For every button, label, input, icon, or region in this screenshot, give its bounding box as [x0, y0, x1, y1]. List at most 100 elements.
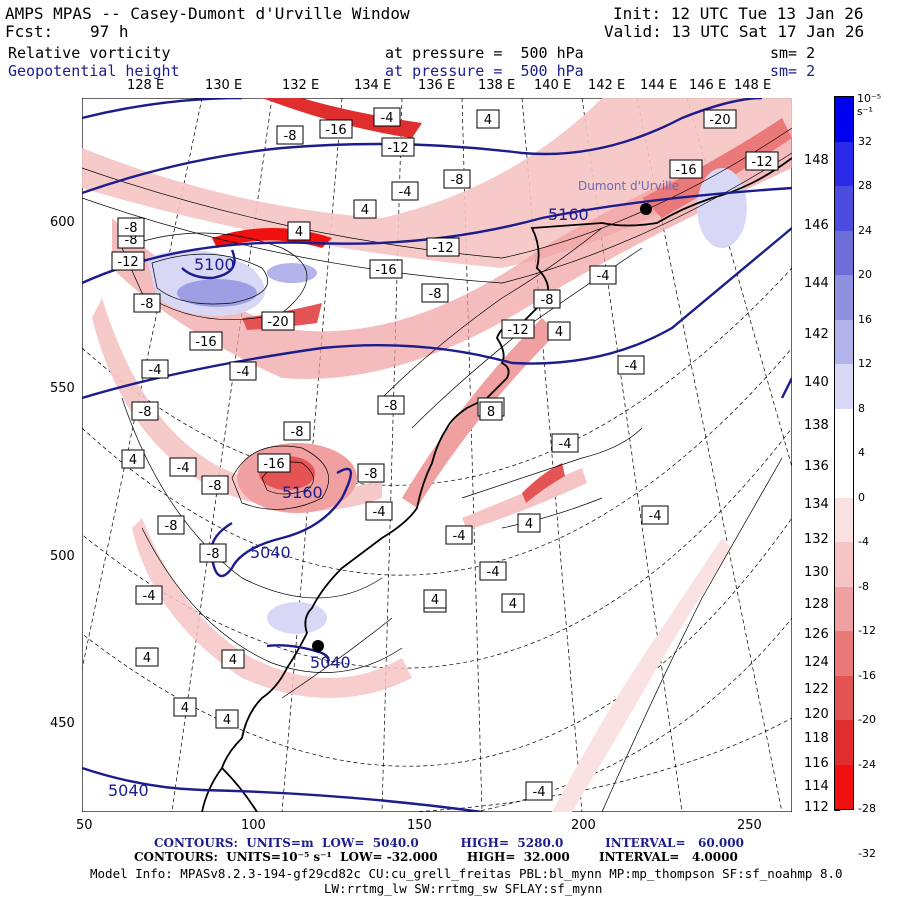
bottom-tick: 250: [737, 818, 762, 833]
colorbar-swatch: [835, 586, 853, 631]
vort-label-text: -16: [195, 335, 216, 350]
right-lon-label: 114 E: [804, 779, 842, 794]
negative-vorticity-shading: [147, 168, 747, 634]
vort-label: -12: [501, 319, 535, 339]
colorbar-label: 28: [858, 179, 872, 192]
left-tick: 550: [50, 381, 75, 396]
vort-label: 4: [173, 697, 197, 717]
left-tick: 600: [50, 215, 75, 230]
colorbar-swatch: [835, 97, 853, 142]
vort-label: -4: [641, 505, 669, 525]
vort-label: -20: [261, 311, 295, 331]
vort-label: -8: [117, 217, 145, 237]
right-lon-label: 138 E: [804, 418, 842, 433]
vort-label: -4: [551, 433, 579, 453]
vort-label-text: -16: [325, 123, 346, 138]
height-label: 5160: [548, 205, 589, 224]
colorbar-swatch: [835, 720, 853, 765]
vort-label: 4: [423, 589, 447, 609]
vort-label: -4: [229, 361, 257, 381]
colorbar-label: -28: [858, 802, 876, 815]
vort-label-text: -8: [284, 129, 297, 144]
vort-label: 4: [547, 321, 571, 341]
colorbar-label: -24: [858, 757, 876, 771]
vort-label-text: -4: [177, 461, 190, 476]
vort-label: -8: [421, 283, 449, 303]
colorbar-swatch: [835, 497, 853, 542]
colorbar-label: -8: [858, 579, 869, 593]
colorbar-label: 12: [858, 357, 872, 370]
vort-label: -4: [617, 355, 645, 375]
vort-label-text: -8: [451, 173, 464, 188]
vort-label: -8: [377, 395, 405, 415]
right-lon-label: 128 E: [804, 597, 842, 612]
colorbar-swatch: [835, 275, 853, 320]
bottom-tick: 200: [571, 818, 596, 833]
field1-level: at pressure = 500 hPa: [385, 44, 584, 62]
model-info: Model Info: MPASv8.2.3-194-gf29cd82c CU:…: [90, 866, 843, 881]
vort-label: -16: [369, 259, 403, 279]
vorticity-labels: -8 -16 -12 -4 -8 -20 -16 -12 4 -4 -8 4 -…: [111, 107, 779, 801]
vort-label: -4: [589, 265, 617, 285]
model-info-line2: LW:rrtmg_lw SW:rrtmg_sw SFLAY:sf_mynn: [324, 881, 603, 896]
vort-label-text: -8: [365, 467, 378, 482]
right-lon-label: 118 E: [804, 731, 842, 746]
right-lon-label: 120 E: [804, 707, 842, 722]
vort-label: -16: [257, 453, 291, 473]
height-label: 5100: [194, 255, 235, 274]
vort-label-text: 4: [361, 203, 369, 218]
vort-label: 4: [215, 709, 239, 729]
top-lon-label: 142 E: [588, 78, 626, 93]
vort-label-text: -8: [291, 425, 304, 440]
vort-label-text: -4: [487, 565, 500, 580]
vort-label: -4: [391, 181, 419, 201]
vort-label: -12: [381, 137, 415, 157]
vort-label: -8: [199, 543, 227, 563]
vort-label-text: -8: [141, 297, 154, 312]
vort-label: -16: [669, 159, 703, 179]
top-lon-label: 128 E: [127, 78, 165, 93]
vort-label-text: -8: [125, 233, 138, 248]
field1-name: Relative vorticity: [8, 44, 171, 62]
vort-label-text: -8: [207, 547, 220, 562]
vort-label-text: -4: [625, 359, 638, 374]
vort-label-text: 4: [129, 453, 137, 468]
vort-label-text: 4: [229, 653, 237, 668]
right-lon-label: 122 E: [804, 682, 842, 697]
colorbar-label: 20: [858, 268, 872, 281]
right-lon-label: 124 E: [804, 655, 842, 670]
colorbar-swatch: [835, 141, 853, 186]
forecast-label: Fcst:: [5, 22, 54, 41]
vort-label-text: 4: [509, 597, 517, 612]
top-lon-label: 144 E: [640, 78, 678, 93]
vort-label-text: -4: [399, 185, 412, 200]
colorbar-swatch: [835, 408, 853, 453]
vort-label: -20: [703, 109, 737, 129]
map-title: AMPS MPAS -- Casey-Dumont d'Urville Wind…: [5, 4, 410, 23]
vort-label-text: -8: [385, 399, 398, 414]
map-panel: -8 -16 -12 -4 -8 -20 -16 -12 4 -4 -8 4 -…: [82, 98, 792, 812]
vort-label-text: -8: [125, 221, 138, 236]
right-lon-label: 140 E: [804, 375, 842, 390]
vort-label-text: 4: [181, 701, 189, 716]
right-lon-label: 132 E: [804, 532, 842, 547]
vort-label: -4: [141, 359, 169, 379]
vort-label: -4: [373, 107, 401, 127]
forecast-hour: 97 h: [90, 22, 129, 41]
vort-label: -8: [357, 463, 385, 483]
top-lon-label: 130 E: [205, 78, 243, 93]
vort-label-text: -8: [541, 293, 554, 308]
vort-label: -8: [443, 169, 471, 189]
vort-label: -8: [283, 421, 311, 441]
colorbar-unit: 10⁻⁵ s⁻¹: [857, 92, 882, 118]
vort-label-text: 8: [487, 405, 495, 420]
field2-name: Geopotential height: [8, 62, 180, 80]
vort-label: -4: [169, 457, 197, 477]
vort-label: -16: [319, 119, 353, 139]
vort-label: -8: [201, 475, 229, 495]
colorbar-swatches: [834, 96, 854, 810]
init-time: Init: 12 UTC Tue 13 Jan 26: [613, 4, 864, 23]
colorbar-label: 32: [858, 134, 872, 148]
vort-label-text: -4: [649, 509, 662, 524]
vort-label-text: -4: [381, 111, 394, 126]
